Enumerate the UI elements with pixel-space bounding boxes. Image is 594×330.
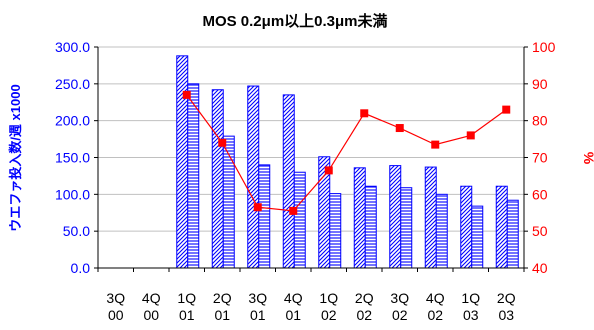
- y-tick-label-left: 200.0: [55, 113, 90, 129]
- y-tick-label-right: 50: [532, 223, 548, 239]
- y-axis-label-right: %: [581, 152, 594, 165]
- x-tick-label-year: 03: [463, 307, 479, 323]
- bar-1-8: [389, 165, 402, 269]
- bar-2-3: [222, 135, 235, 269]
- x-tick-label-quarter: 3Q: [248, 290, 267, 306]
- bar-1-5: [282, 94, 295, 269]
- percentage-marker-3: [289, 206, 298, 215]
- x-tick-label-year: 02: [392, 307, 408, 323]
- percentage-marker-8: [466, 131, 475, 140]
- bar-2-9: [435, 193, 448, 269]
- x-tick-label-quarter: 2Q: [497, 290, 516, 306]
- x-tick-label-year: 02: [321, 307, 337, 323]
- x-tick-label-year: 01: [250, 307, 266, 323]
- x-tick-label-quarter: 1Q: [461, 290, 480, 306]
- bar-1-11: [495, 185, 508, 269]
- bar-1-7: [353, 167, 366, 269]
- percentage-series-line: [186, 94, 507, 212]
- x-tick-label-quarter: 4Q: [142, 290, 161, 306]
- x-tick-label-year: 01: [179, 307, 195, 323]
- y-tick-label-right: 100: [532, 39, 556, 55]
- percentage-marker-0: [182, 90, 191, 99]
- y-tick-label-right: 60: [532, 186, 548, 202]
- percentage-marker-2: [253, 203, 262, 212]
- percentage-marker-5: [360, 109, 369, 118]
- x-tick-label-year: 02: [356, 307, 372, 323]
- tick-labels: 0.0 50.0 100.0 150.0 200.0 250.0 300.0 40 50 60 70…: [55, 39, 556, 323]
- x-tick-label-year: 03: [498, 307, 514, 323]
- y-tick-label-right: 90: [532, 76, 548, 92]
- x-tick-label-quarter: 1Q: [177, 290, 196, 306]
- y-tick-label-left: 150.0: [55, 150, 90, 166]
- x-tick-label-year: 01: [214, 307, 230, 323]
- percentage-marker-6: [395, 124, 404, 133]
- bar-2-2: [187, 83, 200, 269]
- x-tick-label-quarter: 3Q: [106, 290, 125, 306]
- percentage-marker-7: [431, 140, 440, 149]
- y-tick-label-left: 0.0: [71, 260, 91, 276]
- bar-2-10: [471, 205, 484, 269]
- gridlines: [98, 46, 524, 232]
- bar-1-9: [424, 166, 437, 269]
- y-tick-label-left: 100.0: [55, 186, 90, 202]
- y-tick-label-left: 250.0: [55, 76, 90, 92]
- axes: [94, 46, 528, 272]
- bar-2-11: [506, 199, 519, 269]
- bar-1-2: [176, 55, 189, 269]
- x-tick-label-year: 00: [108, 307, 124, 323]
- y-tick-label-left: 300.0: [55, 39, 90, 55]
- percentage-marker-9: [502, 105, 511, 114]
- bar-2-8: [400, 187, 413, 269]
- x-tick-label-quarter: 3Q: [390, 290, 409, 306]
- bar-1-4: [247, 85, 260, 269]
- bar-2-4: [258, 164, 271, 269]
- x-tick-label-quarter: 2Q: [355, 290, 374, 306]
- bar-2-7: [364, 185, 377, 269]
- x-tick-label-quarter: 4Q: [284, 290, 303, 306]
- x-tick-label-quarter: 1Q: [319, 290, 338, 306]
- x-tick-label-quarter: 2Q: [213, 290, 232, 306]
- x-tick-label-year: 00: [143, 307, 159, 323]
- y-tick-label-right: 70: [532, 150, 548, 166]
- x-tick-label-year: 02: [427, 307, 443, 323]
- y-tick-label-left: 50.0: [63, 223, 90, 239]
- chart-title: MOS 0.2μm以上0.3μm未満: [202, 12, 387, 30]
- bars: [176, 55, 519, 269]
- percentage-marker-4: [324, 166, 333, 175]
- percentage-marker-1: [218, 138, 227, 147]
- bar-1-3: [211, 89, 224, 269]
- bar-2-5: [293, 171, 306, 269]
- y-tick-label-right: 80: [532, 113, 548, 129]
- bar-1-10: [460, 185, 473, 269]
- bar-2-6: [329, 193, 342, 269]
- x-tick-label-quarter: 4Q: [426, 290, 445, 306]
- y-axis-label-left: ウエファ投入数/週 x1000: [8, 84, 23, 231]
- percentage-line: [182, 90, 511, 215]
- x-tick-label-year: 01: [285, 307, 301, 323]
- y-tick-label-right: 40: [532, 260, 548, 276]
